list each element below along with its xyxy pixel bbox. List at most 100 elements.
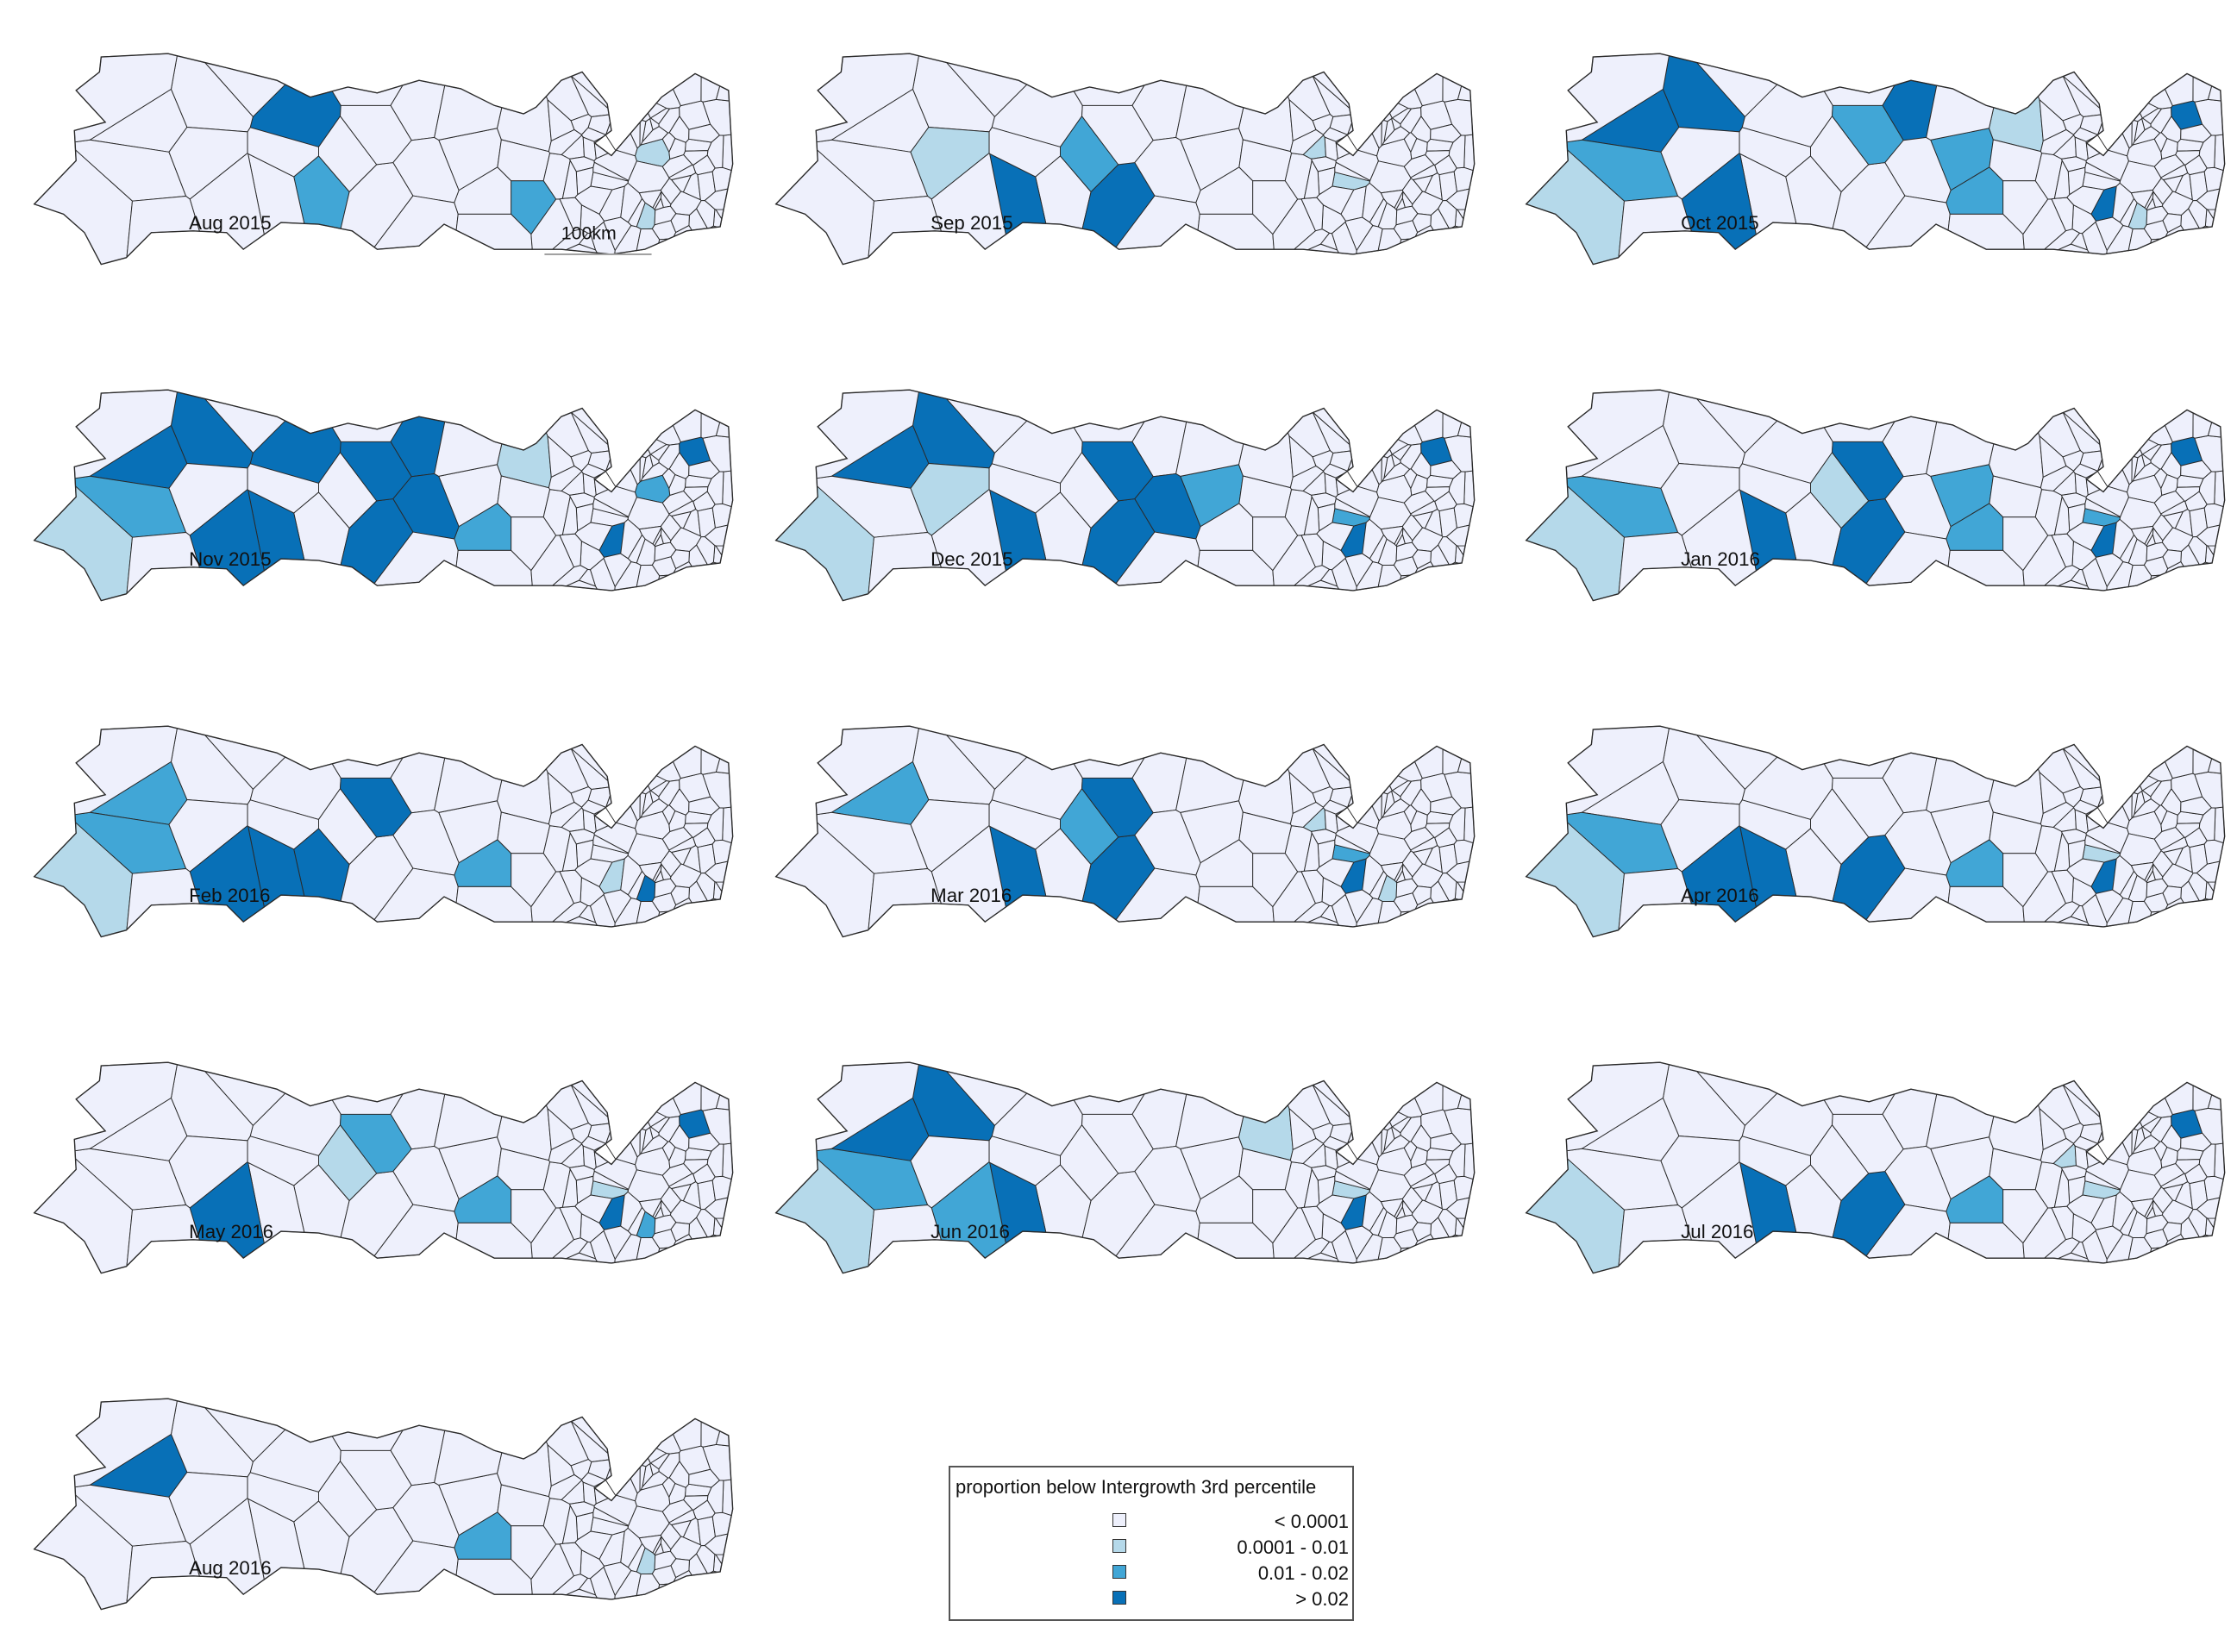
municipality [661, 827, 693, 851]
municipality [592, 1506, 630, 1527]
municipality [1401, 850, 1423, 878]
municipality [706, 1480, 724, 1514]
legend-item-lt-0-0001: < 0.0001 [950, 1509, 1356, 1533]
municipality [2053, 496, 2071, 535]
municipality [682, 509, 701, 537]
municipality [1448, 807, 1466, 842]
municipality [548, 1137, 583, 1164]
municipality [2152, 1186, 2173, 1214]
legend-item-0-0001-0-01: 0.0001 - 0.01 [950, 1535, 1356, 1559]
municipality [1289, 128, 1325, 155]
municipality [1303, 496, 1320, 535]
municipality [1395, 878, 1419, 898]
municipality [548, 1474, 583, 1500]
municipality [1303, 1168, 1320, 1208]
municipality [1448, 471, 1466, 505]
municipality [247, 1136, 319, 1186]
state-outline [33, 1398, 734, 1611]
municipality [247, 1472, 319, 1523]
municipality [1453, 503, 1474, 529]
municipality [660, 1186, 681, 1214]
municipality [1334, 834, 1371, 854]
municipality [627, 1206, 646, 1236]
municipality [1289, 1137, 1325, 1164]
municipality [2040, 465, 2075, 491]
municipality [1289, 465, 1325, 491]
municipality [1410, 164, 1438, 181]
municipality [1424, 845, 1443, 873]
month-map: Jun 2016 [774, 1061, 1476, 1274]
municipality [668, 1173, 697, 1190]
municipality [1334, 161, 1371, 182]
municipality [2150, 1116, 2172, 1142]
municipality [2152, 850, 2173, 878]
month-map: Aug 2015 100km [33, 53, 734, 266]
municipality [2203, 839, 2224, 865]
municipality [1739, 1136, 1811, 1186]
municipality [658, 443, 680, 470]
municipality [658, 779, 680, 806]
municipality [2146, 1214, 2169, 1235]
municipality [1739, 127, 1811, 178]
municipality [2053, 832, 2071, 872]
map-date-label: May 2016 [189, 1221, 273, 1242]
municipality [658, 1452, 680, 1479]
municipality [2150, 779, 2172, 806]
municipality [627, 534, 646, 564]
municipality [668, 164, 697, 181]
municipality [2119, 870, 2138, 900]
municipality [2174, 172, 2193, 201]
municipality [654, 1550, 677, 1571]
municipality [1400, 779, 1422, 806]
municipality [1395, 541, 1419, 562]
municipality [561, 1505, 579, 1544]
municipality [1400, 1116, 1422, 1142]
municipality [2040, 801, 2075, 828]
state-outline [33, 725, 734, 938]
municipality [2119, 197, 2138, 228]
legend-label: < 0.0001 [1274, 1511, 1349, 1532]
municipality [548, 128, 583, 155]
municipality [2152, 514, 2173, 541]
municipality [1403, 491, 1435, 515]
municipality [660, 514, 681, 541]
municipality [2203, 166, 2224, 192]
municipality [1453, 1175, 1474, 1201]
municipality [2146, 541, 2169, 562]
municipality [682, 1517, 701, 1546]
municipality [2153, 154, 2185, 178]
municipality [2150, 107, 2172, 134]
municipality [1403, 1163, 1435, 1187]
municipality [682, 1181, 701, 1210]
municipality [1453, 839, 1474, 865]
state-outline [1525, 389, 2226, 602]
map-date-label: Jan 2016 [1681, 548, 1760, 570]
municipality [682, 845, 701, 873]
municipality [1401, 178, 1423, 205]
municipality [1400, 107, 1422, 134]
municipality [668, 836, 697, 854]
municipality [1401, 1186, 1423, 1214]
municipality [247, 799, 319, 850]
municipality [2198, 807, 2216, 842]
state-outline [774, 1061, 1476, 1274]
state-outline [33, 53, 734, 266]
map-date-label: Feb 2016 [189, 885, 270, 906]
municipality [668, 1509, 697, 1526]
municipality [592, 161, 630, 182]
map-date-label: Dec 2015 [931, 548, 1012, 570]
municipality [2084, 1170, 2121, 1191]
map-date-label: Apr 2016 [1681, 885, 1759, 906]
municipality [1395, 1214, 1419, 1235]
municipality [988, 799, 1061, 850]
municipality [682, 172, 701, 201]
municipality [2040, 128, 2075, 155]
municipality [2160, 836, 2189, 854]
legend-label: 0.01 - 0.02 [1257, 1562, 1349, 1584]
municipality [627, 1542, 646, 1573]
municipality [988, 1136, 1061, 1186]
municipality [988, 463, 1061, 514]
legend-title: proportion below Intergrowth 3rd percent… [956, 1476, 1317, 1498]
municipality [1334, 1170, 1371, 1191]
